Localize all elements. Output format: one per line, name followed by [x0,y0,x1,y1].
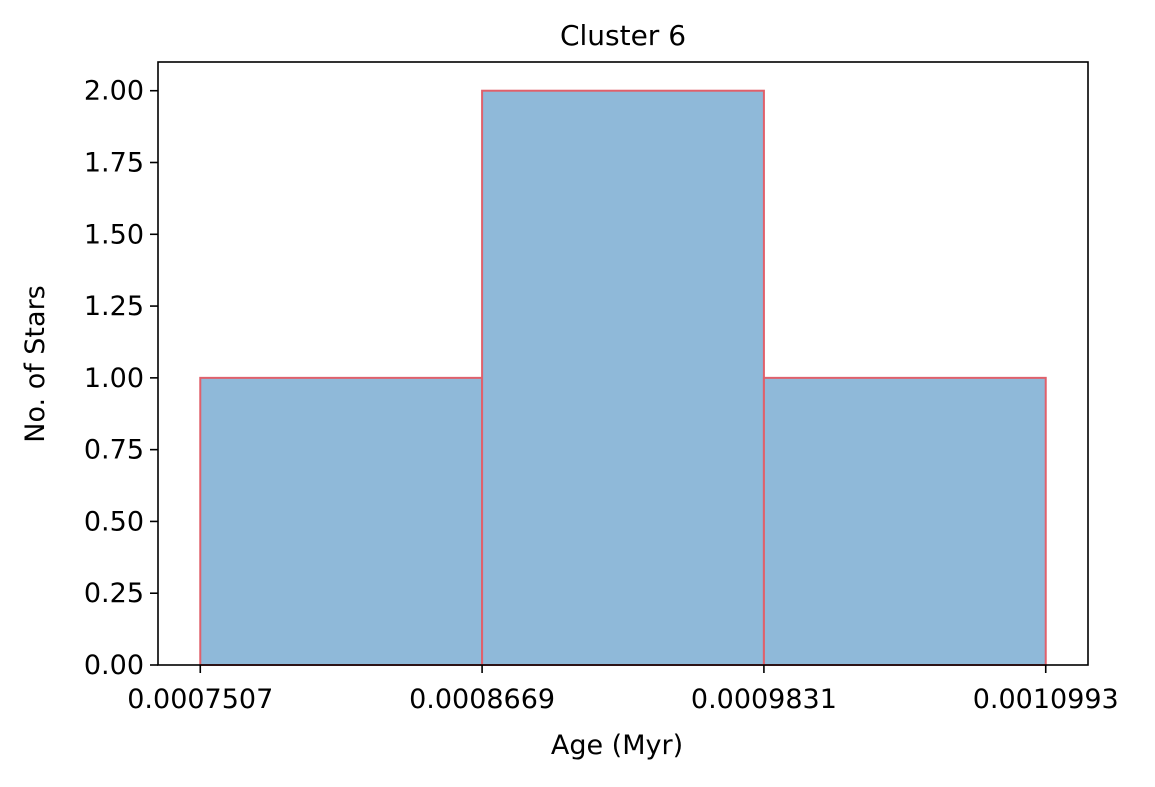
y-tick-label: 1.00 [84,363,144,394]
chart-title: Cluster 6 [560,19,686,52]
bars-layer [199,89,1047,666]
y-tick-label: 1.25 [84,291,144,322]
histogram-bar-1 [199,376,484,666]
y-tick-label: 0.25 [84,578,144,609]
y-tick-label: 1.50 [84,219,144,250]
y-tick-label: 0.00 [84,650,144,681]
plot-frame [157,61,1089,666]
y-tick-label: 2.00 [84,76,144,107]
histogram-bar-2 [481,89,765,666]
ticks-layer: 0.0007507 0.0008669 0.0009831 0.0010993 0.00… [84,76,1119,715]
x-tick-label: 0.0010993 [973,684,1119,715]
x-tick-label: 0.0009831 [691,684,837,715]
x-tick-label: 0.0008669 [409,684,555,715]
y-tick-label: 0.75 [84,435,144,466]
y-tick-label: 1.75 [84,148,144,179]
x-axis-label: Age (Myr) [551,730,683,761]
x-tick-label: 0.0007507 [127,684,273,715]
y-tick-label: 0.50 [84,506,144,537]
y-axis-label: No. of Stars [20,285,51,442]
histogram-bar-3 [762,376,1047,666]
